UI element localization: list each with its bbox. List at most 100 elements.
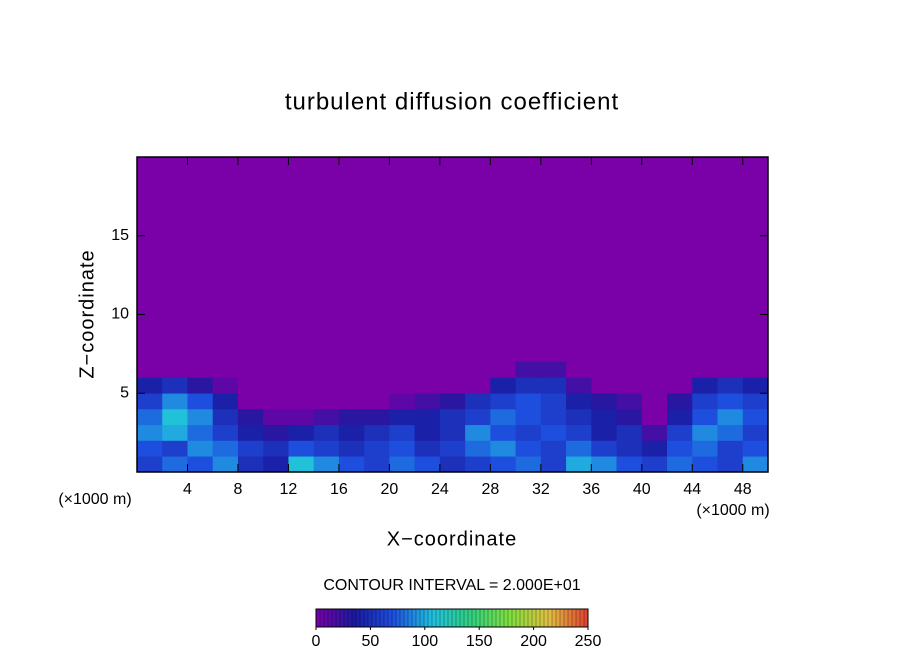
colorbar-swatch (483, 608, 489, 628)
colorbar-swatch (427, 608, 433, 628)
contour-cell (540, 409, 567, 426)
contour-cell (540, 393, 567, 410)
contour-cell (566, 409, 592, 426)
contour-cell (288, 377, 314, 394)
contour-cell (515, 377, 542, 394)
contour-cell (540, 361, 567, 378)
contour-cell (515, 424, 542, 441)
contour-cell (692, 456, 718, 473)
colorbar-tick-label: 250 (575, 633, 602, 650)
x-tick-label: 44 (683, 481, 701, 498)
contour-cell (237, 393, 264, 410)
contour-cell (692, 409, 718, 426)
colorbar-swatch (579, 608, 585, 628)
contour-cell (566, 424, 592, 441)
contour-cell (515, 456, 542, 473)
colorbar-swatch (499, 608, 505, 628)
contour-cell (263, 424, 289, 441)
colorbar-swatch (335, 608, 341, 628)
contour-cell (187, 393, 214, 410)
contour-cell (237, 361, 264, 378)
x-tick-label: 20 (381, 481, 399, 498)
colorbar-swatch (515, 608, 521, 628)
contour-cell (641, 424, 668, 441)
contour-cell (717, 456, 744, 473)
contour-cell (137, 377, 163, 394)
contour-cell (288, 409, 314, 426)
contour-cell (439, 361, 466, 378)
contour-cell (641, 440, 668, 457)
colorbar-tick-label: 50 (362, 633, 380, 650)
y-tick-label: 15 (111, 227, 129, 244)
contour-cell (237, 440, 264, 457)
contour-cell (237, 424, 264, 441)
contour-cell (263, 456, 289, 473)
contour-cell (465, 424, 491, 441)
contour-cell (692, 393, 718, 410)
contour-cell (414, 424, 441, 441)
contour-cell (439, 456, 466, 473)
x-tick-label: 36 (582, 481, 600, 498)
colorbar-swatch (523, 608, 529, 628)
contour-cell (616, 361, 643, 378)
contour-cell (364, 409, 390, 426)
contour-cell (389, 440, 415, 457)
contour-cell (591, 377, 617, 394)
colorbar-swatch (511, 608, 517, 628)
contour-cell (162, 361, 188, 378)
contour-cell (717, 361, 744, 378)
contour-cell (490, 440, 516, 457)
colorbar-swatch (327, 608, 333, 628)
contour-cell (566, 393, 592, 410)
contour-cell (717, 377, 744, 394)
colorbar-swatch (391, 608, 397, 628)
colorbar-swatch (411, 608, 417, 628)
contour-cell (137, 409, 163, 426)
contour-cell (692, 377, 718, 394)
contour-cell (439, 424, 466, 441)
contour-cell (389, 361, 415, 378)
x-tick-label: 12 (280, 481, 298, 498)
contour-cell (667, 440, 693, 457)
contour-cell (263, 393, 289, 410)
contour-cell (566, 377, 592, 394)
colorbar-swatch (351, 608, 357, 628)
x-tick-label: 16 (330, 481, 348, 498)
contour-cell (364, 377, 390, 394)
colorbar-frame (315, 608, 589, 628)
x-unit-label: (×1000 m) (58, 491, 131, 508)
x-unit-label: (×1000 m) (696, 502, 769, 519)
colorbar-tick-label: 100 (411, 633, 438, 650)
contour-cell (616, 393, 643, 410)
contour-cell (515, 409, 542, 426)
contour-cell (515, 393, 542, 410)
contour-cell (338, 456, 365, 473)
contour-cell (616, 377, 643, 394)
chart-title: turbulent diffusion coefficient (285, 88, 619, 115)
contour-cell (616, 409, 643, 426)
x-tick-label: 40 (633, 481, 651, 498)
contour-cell (364, 424, 390, 441)
contour-cell (439, 393, 466, 410)
colorbar-swatch (487, 608, 493, 628)
contour-cell (490, 409, 516, 426)
contour-cell (187, 361, 214, 378)
colorbar-swatch (387, 608, 393, 628)
contour-cell (591, 440, 617, 457)
contour-cell (439, 377, 466, 394)
colorbar-swatch (371, 608, 377, 628)
contour-cell (717, 409, 744, 426)
contour-cell (465, 456, 491, 473)
contour-cell (465, 361, 491, 378)
colorbar-swatch (347, 608, 353, 628)
contour-cell (515, 440, 542, 457)
contour-cell (465, 393, 491, 410)
contour-cell (137, 393, 163, 410)
contour-cell (465, 377, 491, 394)
colorbar-swatch (531, 608, 537, 628)
contour-cell (742, 424, 769, 441)
contour-cell (389, 456, 415, 473)
contour-cell (742, 440, 769, 457)
contour-cell (566, 361, 592, 378)
